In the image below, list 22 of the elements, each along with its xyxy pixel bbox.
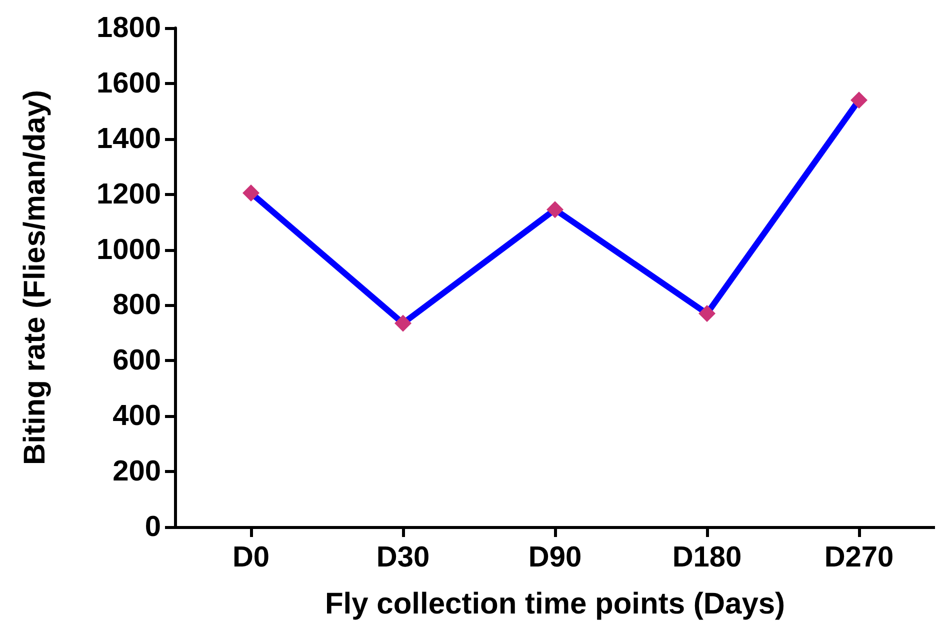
x-tick-label: D270 xyxy=(824,542,894,574)
y-tick-label: 400 xyxy=(112,400,161,432)
y-tick-label: 1200 xyxy=(96,178,161,210)
y-tick-label: 600 xyxy=(112,344,161,377)
y-tick-label: 1000 xyxy=(96,234,161,266)
x-axis-title: Fly collection time points (Days) xyxy=(324,588,786,620)
x-tick-label: D180 xyxy=(672,542,742,574)
point xyxy=(698,305,716,322)
y-tick-label: 1600 xyxy=(96,67,161,100)
x-tick-label: D30 xyxy=(376,542,430,574)
y-tick-label: 200 xyxy=(112,456,161,488)
point xyxy=(394,314,412,332)
y-tick-label: 0 xyxy=(144,511,161,543)
point xyxy=(546,201,564,218)
point xyxy=(242,184,260,202)
y-axis-title: Biting rate (Flies/man/day) xyxy=(18,90,52,466)
x-tick-label: D90 xyxy=(528,542,582,574)
y-tick-label: 1400 xyxy=(96,122,161,155)
x-tick-label: D0 xyxy=(232,542,270,574)
point xyxy=(850,92,868,109)
y-tick-label: 800 xyxy=(112,289,161,322)
y-tick-label: 1800 xyxy=(96,12,161,44)
